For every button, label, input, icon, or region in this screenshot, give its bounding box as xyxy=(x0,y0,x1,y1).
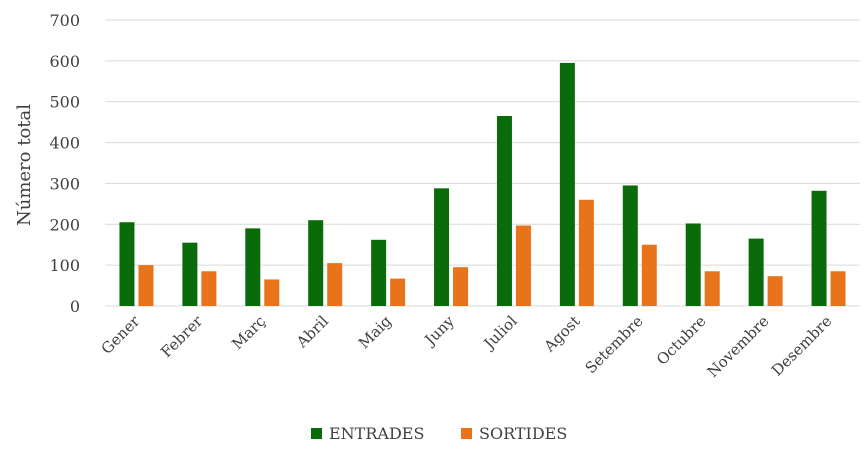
y-tick-label: 0 xyxy=(70,297,80,316)
bar-entrades-abril xyxy=(308,220,324,306)
y-tick-label: 600 xyxy=(49,52,80,71)
x-axis-ticks: Gener Febrer Març Abril Maig Juny Juliol AgostS… xyxy=(98,312,836,381)
legend-swatch-entrades xyxy=(311,428,322,439)
bars xyxy=(119,62,846,307)
bar-entrades-gener xyxy=(119,222,135,306)
legend-swatch-sortides xyxy=(461,428,472,439)
bar-sortides-octubre xyxy=(704,271,720,306)
bar-sortides-juny xyxy=(453,267,469,306)
bar-entrades-juliol xyxy=(496,116,512,306)
legend: ENTRADES SORTIDES xyxy=(311,424,567,443)
x-tick-label: Abril xyxy=(292,312,332,352)
x-tick-label: Octubre xyxy=(653,312,710,369)
y-tick-label: 500 xyxy=(49,93,80,112)
x-tick-label: Agost xyxy=(540,312,584,356)
y-tick-label: 700 xyxy=(49,11,80,30)
x-tick-label: Juliol xyxy=(479,312,521,354)
bar-sortides-agost xyxy=(578,199,594,306)
bar-entrades-agost xyxy=(559,62,575,307)
bar-sortides-juliol xyxy=(515,225,531,306)
x-tick-label: Gener xyxy=(98,312,144,358)
y-tick-label: 400 xyxy=(49,134,80,153)
bar-entrades-març xyxy=(245,228,261,306)
x-tick-label: Juny xyxy=(420,312,458,350)
y-tick-label: 300 xyxy=(49,174,80,193)
bar-sortides-setembre xyxy=(641,244,657,306)
x-tick-label: Novembre xyxy=(704,312,773,381)
legend-label-sortides: SORTIDES xyxy=(479,424,567,443)
x-tick-label: Setembre xyxy=(582,312,647,377)
y-axis-ticks: 0 100 200 300 400 500 600 700 xyxy=(49,11,80,316)
x-tick-label: Març xyxy=(228,312,269,353)
bar-entrades-desembre xyxy=(811,190,827,306)
bar-sortides-maig xyxy=(390,278,406,306)
bar-entrades-novembre xyxy=(748,238,764,306)
x-tick-label: Maig xyxy=(355,312,395,352)
bar-entrades-febrer xyxy=(182,242,198,306)
gridlines xyxy=(105,19,860,307)
bar-sortides-gener xyxy=(138,265,154,306)
bar-sortides-març xyxy=(264,279,280,306)
x-tick-label: Desembre xyxy=(768,312,836,380)
y-axis-title: Número total xyxy=(14,104,35,226)
legend-label-entrades: ENTRADES xyxy=(329,424,424,443)
bar-entrades-maig xyxy=(371,239,387,306)
y-tick-label: 100 xyxy=(49,256,80,275)
bar-sortides-desembre xyxy=(830,271,846,306)
bar-entrades-setembre xyxy=(622,185,638,306)
bar-entrades-juny xyxy=(434,188,450,306)
bar-sortides-novembre xyxy=(767,276,783,306)
x-tick-label: Febrer xyxy=(157,312,207,362)
bar-entrades-octubre xyxy=(685,223,701,306)
bar-sortides-abril xyxy=(327,263,343,306)
bar-sortides-febrer xyxy=(201,271,217,306)
y-tick-label: 200 xyxy=(49,215,80,234)
